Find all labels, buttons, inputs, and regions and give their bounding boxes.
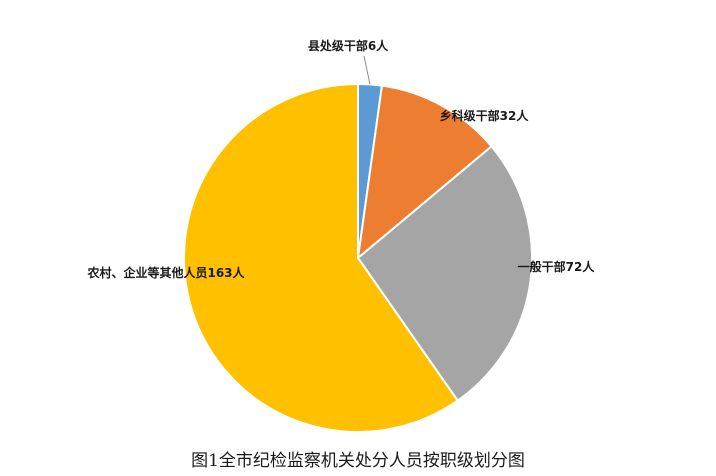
pie-slice-3	[357, 145, 533, 402]
slice-label-2: 乡科级干部32人	[440, 108, 530, 123]
leader-lines	[363, 55, 371, 85]
chart-title: 图1全市纪检监察机关处分人员按职级划分图	[191, 451, 525, 471]
slice-label-3: 一般干部72人	[518, 259, 596, 274]
slice-label-1: 县处级干部6人	[308, 38, 389, 53]
slice-label-4: 农村、企业等其他人员163人	[86, 265, 245, 280]
pie-slices	[183, 83, 533, 433]
leader-line-1	[363, 55, 371, 85]
pie-slice-2	[357, 84, 493, 259]
pie-slice-4	[183, 83, 459, 433]
